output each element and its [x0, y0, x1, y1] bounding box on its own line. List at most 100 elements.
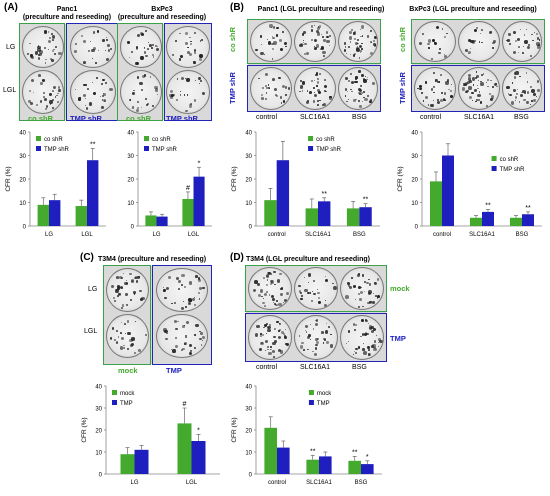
colony-dot — [444, 99, 446, 102]
colony-dot — [285, 343, 289, 347]
colony-dot — [190, 42, 193, 45]
colony-dot — [49, 100, 53, 104]
colony-dot — [419, 85, 422, 88]
colony-dot — [363, 333, 367, 337]
colony-dot — [351, 81, 354, 85]
significance-mark: ** — [485, 203, 491, 210]
colony-dot — [199, 330, 201, 332]
colony-dot — [315, 84, 318, 87]
colony-dot — [181, 307, 184, 310]
colony-dot — [424, 95, 428, 99]
colony-dot — [280, 287, 283, 291]
colony-dot — [260, 94, 263, 97]
bar — [277, 447, 290, 474]
colony-dot — [346, 100, 348, 102]
panel-b-panc1-title: Panc1 (LGL preculture and reseeding) — [257, 6, 385, 13]
colony-dot — [364, 290, 366, 292]
colony-dot — [143, 47, 146, 49]
colony-dot — [531, 33, 533, 35]
colony-dot — [125, 282, 128, 285]
colony-dot — [308, 334, 311, 337]
colony-dot — [74, 89, 77, 91]
legend-swatch — [36, 136, 41, 141]
panel-b-bxpc3-col-bsg: BSG — [514, 114, 529, 121]
panel-b-well — [338, 21, 378, 62]
panel-b-panc1-col-bsg: BSG — [352, 114, 367, 121]
colony-dot — [301, 90, 304, 92]
colony-dot — [170, 96, 174, 99]
colony-dot — [361, 48, 364, 51]
colony-dot — [285, 45, 287, 48]
colony-dot — [360, 287, 362, 289]
colony-dot — [475, 98, 478, 101]
colony-dot — [143, 51, 147, 54]
colony-dot — [149, 76, 152, 78]
colony-dot — [352, 98, 356, 102]
colony-dot — [353, 284, 357, 288]
colony-dot — [185, 320, 189, 324]
colony-dot — [353, 350, 355, 353]
legend-swatch — [308, 390, 314, 395]
colony-dot — [355, 347, 358, 351]
colony-dot — [264, 305, 266, 308]
significance-mark: ** — [525, 205, 531, 212]
colony-dot — [318, 24, 322, 28]
colony-dot — [277, 279, 281, 283]
colony-dot — [450, 95, 453, 98]
colony-dot — [131, 106, 135, 109]
colony-dot — [364, 75, 367, 77]
colony-dot — [350, 88, 352, 91]
y-axis-label: CFR (%) — [231, 417, 238, 442]
colony-dot — [314, 347, 318, 350]
colony-dot — [317, 338, 319, 340]
colony-dot — [322, 103, 325, 106]
bar — [193, 176, 205, 226]
colony-dot — [180, 55, 184, 59]
colony-dot — [427, 104, 429, 106]
panel-d-col-bsg: BSG — [352, 364, 367, 371]
colony-dot — [309, 292, 311, 294]
colony-dot — [515, 71, 519, 75]
colony-dot — [317, 26, 319, 29]
colony-dot — [177, 280, 182, 284]
bar — [75, 206, 87, 226]
y-axis-label: CFR (%) — [81, 417, 88, 442]
panel-c-tmp-label: TMP — [166, 366, 182, 375]
y-tick-label: 40 — [245, 131, 252, 137]
colony-dot — [367, 349, 370, 352]
colony-dot — [347, 98, 350, 101]
colony-dot — [122, 305, 124, 307]
colony-dot — [269, 348, 272, 351]
colony-dot — [282, 301, 285, 304]
colony-dot — [200, 344, 203, 346]
colony-dot — [260, 333, 263, 336]
panel-a-well — [22, 26, 64, 68]
colony-dot — [267, 84, 270, 86]
panel-d-tmp-label: TMP — [390, 334, 406, 343]
colony-dot — [265, 72, 269, 77]
colony-dot — [187, 50, 191, 54]
colony-dot — [155, 47, 159, 51]
colony-dot — [522, 89, 526, 93]
colony-dot — [262, 297, 265, 300]
colony-dot — [177, 320, 179, 322]
colony-dot — [323, 39, 326, 43]
colony-dot — [369, 100, 372, 103]
colony-dot — [358, 100, 361, 103]
colony-dot — [322, 102, 327, 107]
colony-dot — [102, 93, 105, 95]
colony-dot — [469, 96, 472, 100]
colony-dot — [507, 39, 510, 42]
colony-dot — [427, 42, 431, 46]
colony-dot — [276, 300, 278, 303]
bar — [191, 441, 206, 474]
panel-b-panc1-co-shr-label: co shR — [228, 26, 237, 52]
colony-dot — [174, 40, 178, 43]
colony-dot — [195, 275, 198, 278]
legend-label: TMP — [120, 401, 133, 407]
colony-dot — [299, 80, 302, 83]
colony-dot — [354, 323, 357, 327]
colony-dot — [198, 291, 201, 295]
colony-dot — [359, 28, 362, 30]
colony-dot — [138, 349, 141, 352]
